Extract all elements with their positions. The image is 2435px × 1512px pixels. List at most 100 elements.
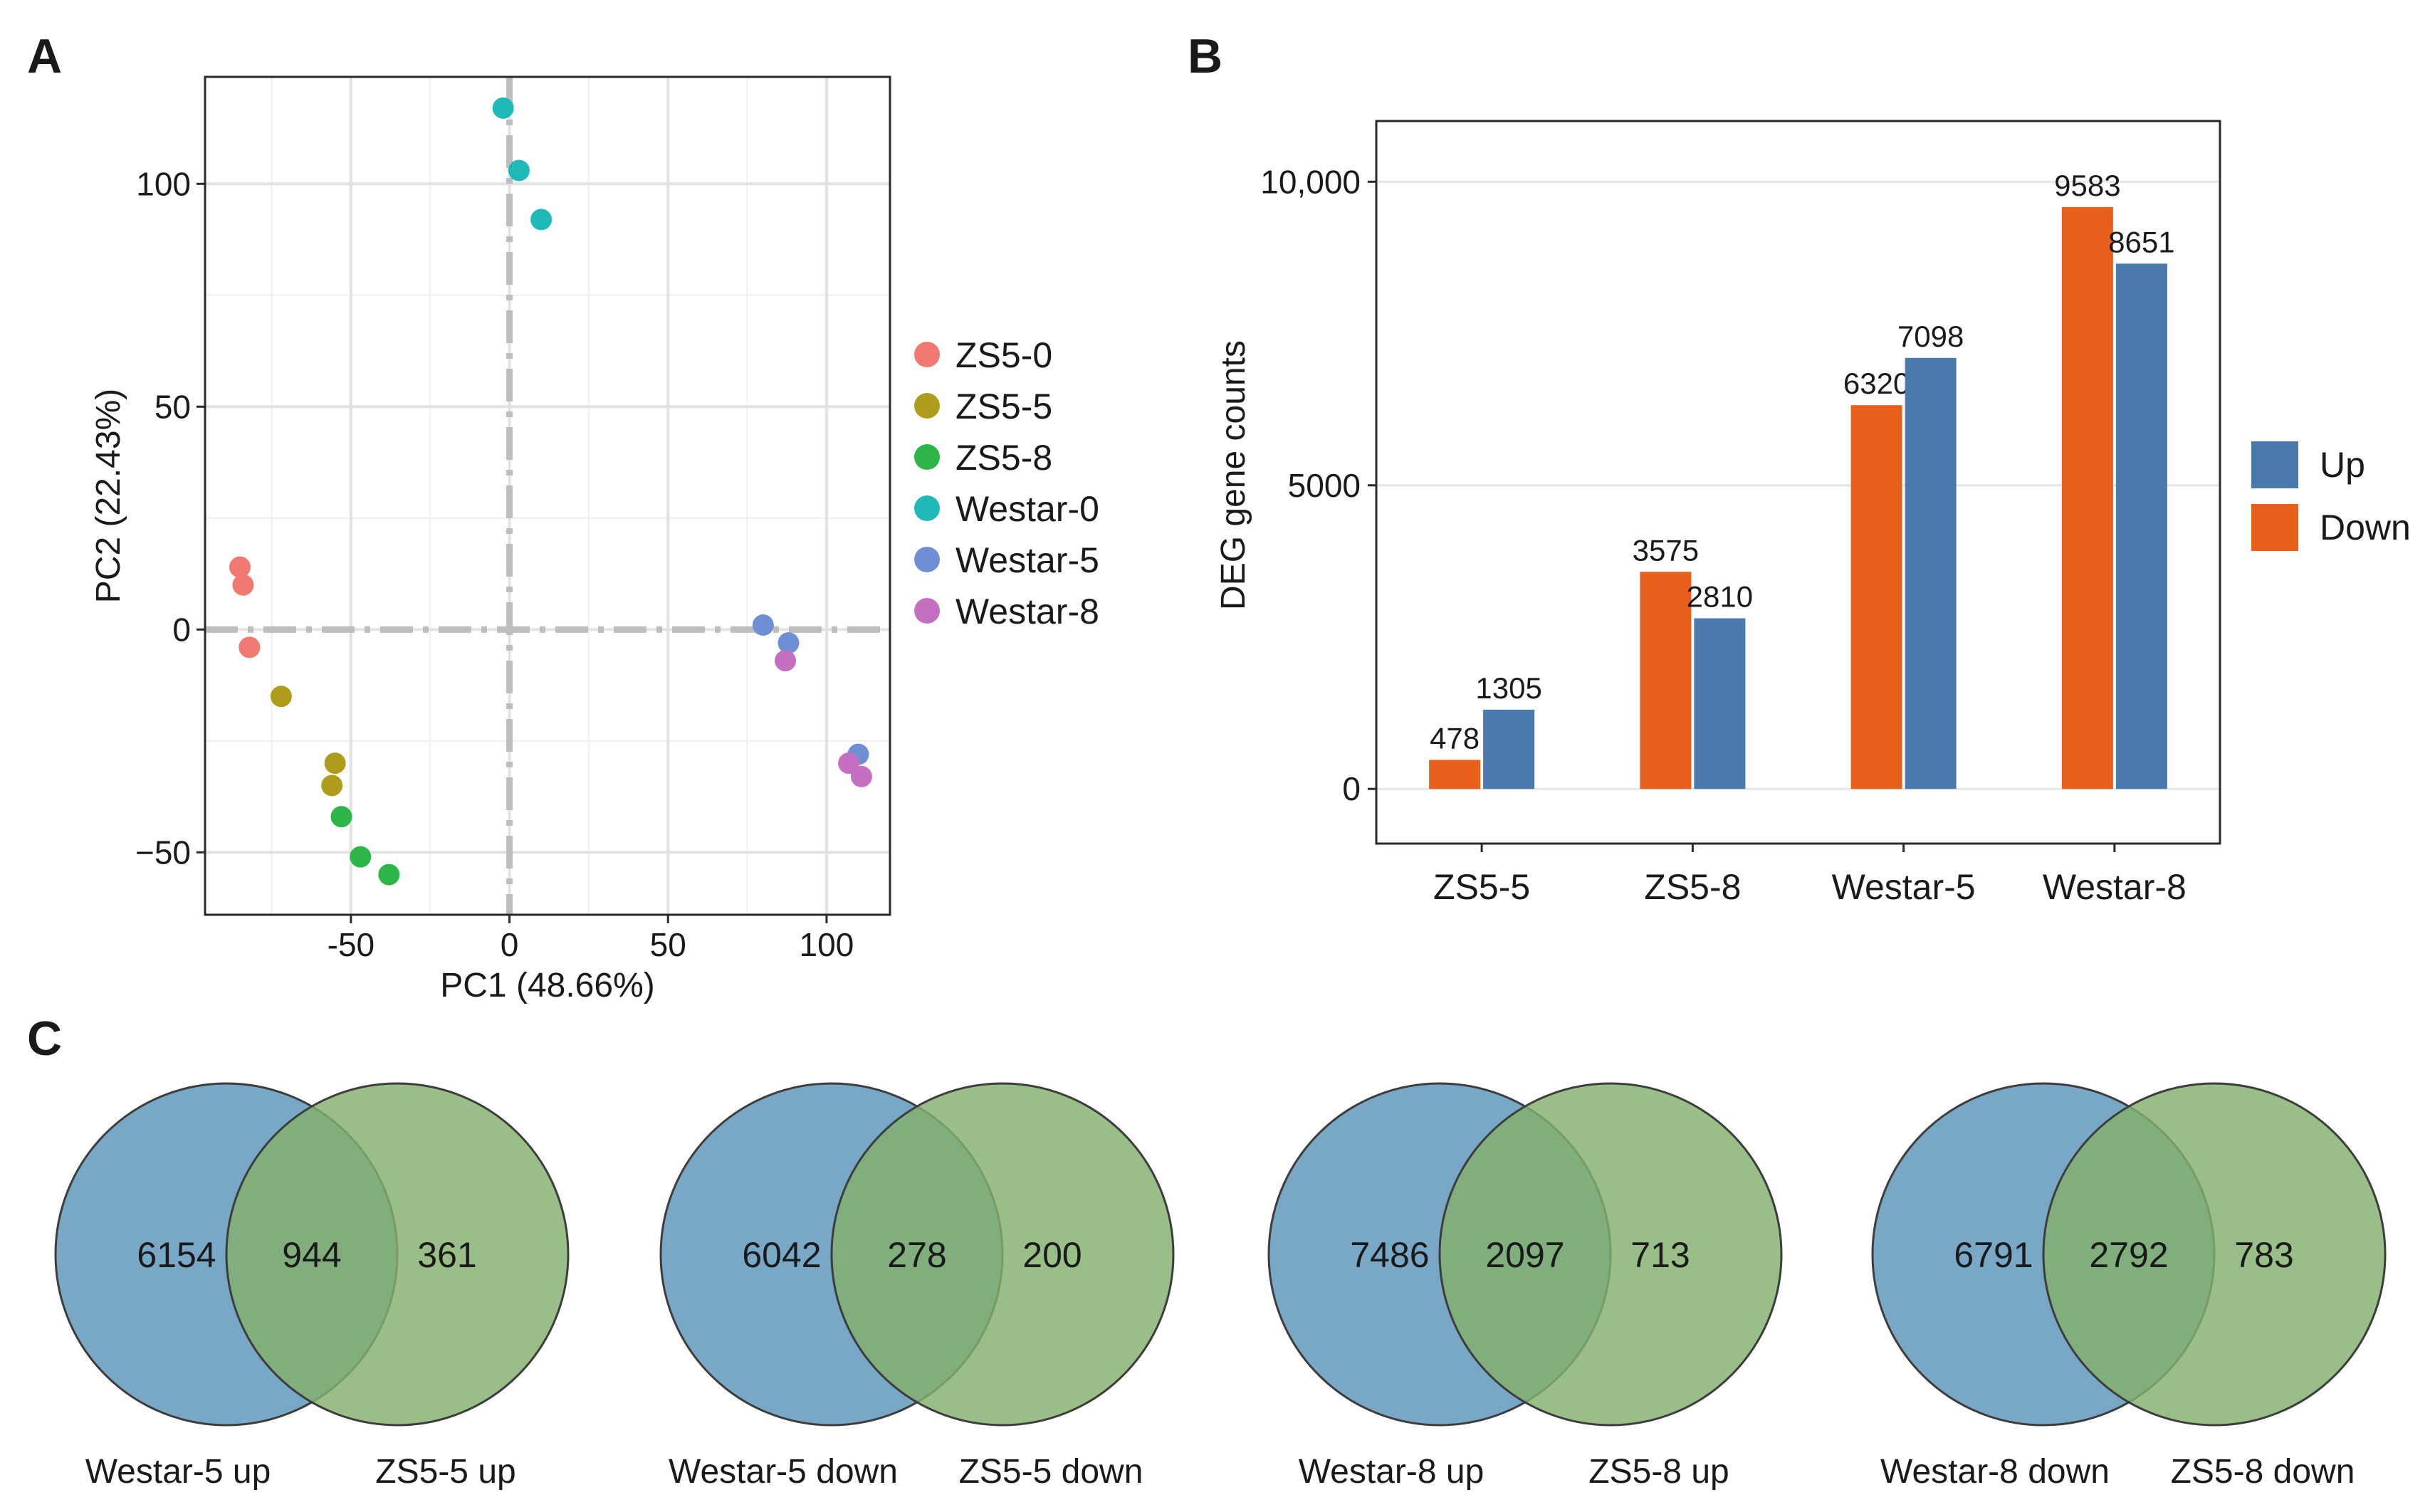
legend-label-down: Down <box>2320 508 2411 547</box>
plot-frame <box>1375 120 2221 845</box>
point-westar-8-2 <box>850 765 872 787</box>
x-tick-label: -50 <box>328 926 375 963</box>
venn-diagrams: 6154 944 361 Westar-5 up ZS5-5 up 6042 278 200 W… <box>54 1082 2387 1491</box>
legend-label-zs5-5: ZS5-5 <box>955 387 1052 426</box>
pca-scatter-plot: -50 0 50 100 −50 0 50 100 PC1 (48.66%) PC2 (22.43… <box>90 75 1099 1004</box>
bar-value-label: 3575 <box>1633 533 1699 567</box>
venn-left-only-count: 6791 <box>1954 1235 2033 1275</box>
point-zs5-8-1 <box>350 846 372 868</box>
legend-label-up: Up <box>2320 445 2365 485</box>
point-westar-0-2 <box>530 209 553 231</box>
bar-value-label: 2810 <box>1687 580 1753 614</box>
x-tick-label: Westar-5 <box>1832 867 1976 907</box>
legend-marker-westar-0 <box>914 495 940 521</box>
legend-label-zs5-0: ZS5-0 <box>955 335 1052 375</box>
legend-marker-westar-5 <box>914 547 940 572</box>
legend-label-westar-0: Westar-0 <box>955 489 1099 529</box>
bar-value-label: 9583 <box>2054 169 2120 202</box>
legend-marker-zs5-0 <box>914 342 940 367</box>
venn-left-only-count: 6042 <box>742 1235 821 1275</box>
legend-label-zs5-8: ZS5-8 <box>955 438 1052 478</box>
venn-right-only-count: 713 <box>1630 1235 1690 1275</box>
point-westar-0-1 <box>508 159 530 182</box>
y-axis-title: DEG gene counts <box>1215 340 1252 610</box>
bar-down-westar-8 <box>2061 206 2113 789</box>
venn-diagram-4: 6791 2792 783 Westar-8 down ZS5-8 down <box>1871 1082 2387 1491</box>
venn-diagram-2: 6042 278 200 Westar-5 down ZS5-5 down <box>659 1082 1175 1491</box>
point-westar-8-0 <box>775 650 797 672</box>
point-westar-8-1 <box>838 752 860 775</box>
venn-right-only-count: 200 <box>1022 1235 1082 1275</box>
legend-swatch-down <box>2251 504 2298 551</box>
panel-label-a: A <box>27 29 62 83</box>
venn-right-only-count: 783 <box>2234 1235 2293 1275</box>
venn-right-circle <box>225 1082 570 1427</box>
venn-right-label: ZS5-8 down <box>2171 1453 2355 1491</box>
point-zs5-5-2 <box>321 775 343 797</box>
point-westar-0-0 <box>492 97 514 119</box>
venn-left-label: Westar-5 down <box>669 1453 898 1491</box>
venn-right-circle <box>830 1082 1175 1427</box>
bar-down-zs5-8 <box>1640 572 1692 789</box>
bar-down-zs5-5 <box>1429 760 1481 789</box>
legend-label-westar-5: Westar-5 <box>955 540 1099 580</box>
legend-marker-zs5-8 <box>914 444 940 470</box>
plot-frame <box>204 75 891 916</box>
venn-left-only-count: 7486 <box>1350 1235 1429 1275</box>
x-axis-title: PC1 (48.66%) <box>440 967 654 1004</box>
panel-label-b: B <box>1188 29 1222 83</box>
x-tick-label: Westar-8 <box>2043 867 2187 907</box>
point-westar-5-0 <box>752 614 774 636</box>
venn-right-only-count: 361 <box>417 1235 476 1275</box>
x-tick-label: 100 <box>800 926 854 963</box>
venn-left-label: Westar-8 up <box>1299 1453 1484 1491</box>
panel-label-c: C <box>27 1012 62 1066</box>
point-zs5-0-1 <box>232 574 254 596</box>
point-zs5-5-0 <box>270 686 292 708</box>
bar-value-label: 8651 <box>2108 225 2174 258</box>
y-tick-label: 100 <box>136 165 191 202</box>
venn-right-label: ZS5-8 up <box>1588 1453 1729 1491</box>
legend-marker-zs5-5 <box>914 393 940 419</box>
bar-value-label: 7098 <box>1897 320 1964 353</box>
point-zs5-0-0 <box>229 556 251 578</box>
x-tick-label: ZS5-5 <box>1433 867 1530 907</box>
venn-overlap-count: 2792 <box>2089 1235 2168 1275</box>
bar-up-westar-5 <box>1905 357 1957 789</box>
bar-value-label: 478 <box>1430 721 1480 755</box>
venn-left-label: Westar-8 down <box>1880 1453 2110 1491</box>
y-tick-label: 5000 <box>1288 467 1361 504</box>
y-tick-label: 10,000 <box>1260 163 1361 200</box>
legend-label-westar-8: Westar-8 <box>955 592 1099 631</box>
venn-right-circle <box>1438 1082 1783 1427</box>
venn-diagram-1: 6154 944 361 Westar-5 up ZS5-5 up <box>54 1082 570 1491</box>
y-axis-title: PC2 (22.43%) <box>90 389 127 603</box>
venn-left-only-count: 6154 <box>137 1235 216 1275</box>
venn-right-label: ZS5-5 up <box>375 1453 515 1491</box>
point-westar-5-1 <box>777 632 800 654</box>
x-tick-label: ZS5-8 <box>1644 867 1741 907</box>
venn-overlap-count: 2097 <box>1485 1235 1564 1275</box>
x-tick-label: 50 <box>650 926 686 963</box>
y-tick-label: 0 <box>1342 770 1361 807</box>
y-tick-label: 50 <box>155 388 191 425</box>
bar-value-label: 1305 <box>1475 671 1541 705</box>
point-zs5-8-2 <box>378 863 400 886</box>
deg-bar-chart: 0 5000 10,000 DEG gene counts ZS5-5 478 1305 ZS… <box>1215 120 2411 907</box>
y-tick-label: 0 <box>172 611 191 648</box>
point-zs5-5-1 <box>324 752 346 775</box>
venn-overlap-count: 278 <box>887 1235 946 1275</box>
venn-right-circle <box>2042 1082 2387 1427</box>
bar-up-zs5-5 <box>1483 709 1535 789</box>
bar-up-westar-8 <box>2115 263 2167 789</box>
bar-down-westar-5 <box>1850 405 1902 789</box>
x-tick-label: 0 <box>501 926 519 963</box>
y-tick-label: −50 <box>135 834 191 871</box>
venn-right-label: ZS5-5 down <box>959 1453 1143 1491</box>
venn-diagram-3: 7486 2097 713 Westar-8 up ZS5-8 up <box>1267 1082 1783 1491</box>
bar-value-label: 6320 <box>1843 367 1910 400</box>
point-zs5-8-0 <box>330 806 352 828</box>
legend-marker-westar-8 <box>914 598 940 624</box>
venn-overlap-count: 944 <box>282 1235 341 1275</box>
